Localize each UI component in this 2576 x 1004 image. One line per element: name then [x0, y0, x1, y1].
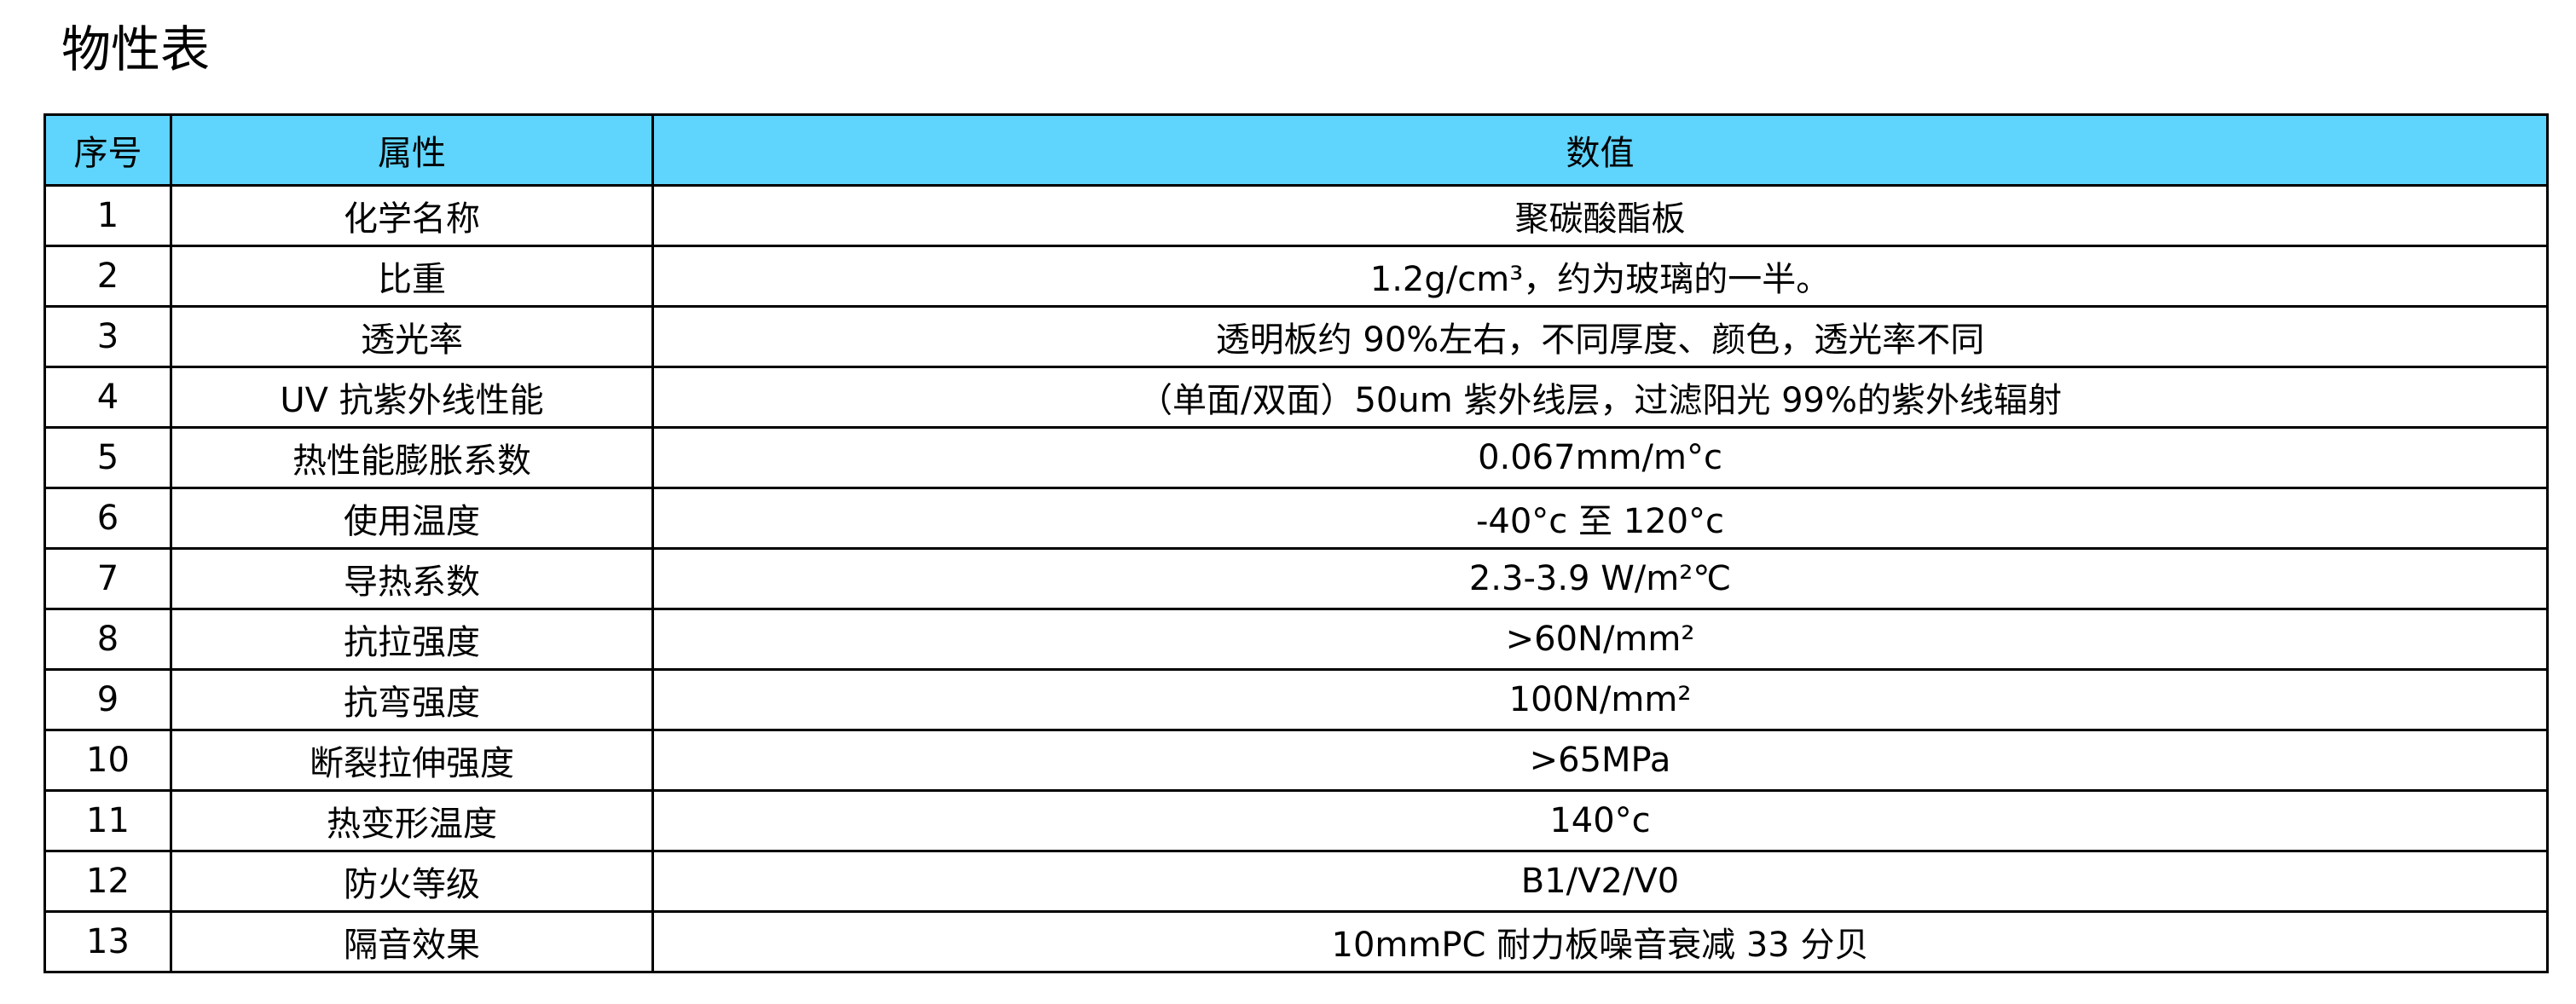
cell-value: 聚碳酸酯板 — [651, 184, 2549, 247]
cell-value: 1.2g/cm³，约为玻璃的一半。 — [651, 245, 2549, 308]
cell-index: 3 — [43, 305, 172, 368]
table-row: 4 UV 抗紫外线性能 （单面/双面）50um 紫外线层，过滤阳光 99%的紫外线辐… — [43, 366, 2549, 429]
cell-value: B1/V2/V0 — [651, 850, 2549, 913]
table-row: 3 透光率 透明板约 90%左右，不同厚度、颜色，透光率不同 — [43, 305, 2549, 368]
cell-index: 9 — [43, 668, 172, 731]
cell-property: 使用温度 — [170, 487, 654, 550]
cell-property: 抗弯强度 — [170, 668, 654, 731]
cell-value: 10mmPC 耐力板噪音衰减 33 分贝 — [651, 910, 2549, 973]
cell-index: 11 — [43, 789, 172, 852]
properties-table: 序号 属性 数值 1 化学名称 聚碳酸酯板 2 比重 1.2g/cm³，约为玻璃的一半。 3… — [43, 113, 2549, 973]
table-row: 8 抗拉强度 >60N/mm² — [43, 608, 2549, 671]
cell-index: 2 — [43, 245, 172, 308]
cell-property: 导热系数 — [170, 547, 654, 610]
cell-property: 热性能膨胀系数 — [170, 426, 654, 489]
cell-property: 断裂拉伸强度 — [170, 729, 654, 792]
cell-property: 防火等级 — [170, 850, 654, 913]
table-row: 12 防火等级 B1/V2/V0 — [43, 850, 2549, 913]
cell-index: 12 — [43, 850, 172, 913]
cell-index: 1 — [43, 184, 172, 247]
cell-value: 0.067mm/m°c — [651, 426, 2549, 489]
table-row: 10 断裂拉伸强度 >65MPa — [43, 729, 2549, 792]
cell-value: 透明板约 90%左右，不同厚度、颜色，透光率不同 — [651, 305, 2549, 368]
cell-property: 热变形温度 — [170, 789, 654, 852]
cell-value: （单面/双面）50um 紫外线层，过滤阳光 99%的紫外线辐射 — [651, 366, 2549, 429]
cell-property: 透光率 — [170, 305, 654, 368]
table-row: 7 导热系数 2.3-3.9 W/m²℃ — [43, 547, 2549, 610]
table-row: 2 比重 1.2g/cm³，约为玻璃的一半。 — [43, 245, 2549, 308]
table-row: 11 热变形温度 140°c — [43, 789, 2549, 852]
cell-value: >60N/mm² — [651, 608, 2549, 671]
page-title: 物性表 — [61, 20, 211, 78]
cell-index: 6 — [43, 487, 172, 550]
cell-property: 比重 — [170, 245, 654, 308]
cell-value: 140°c — [651, 789, 2549, 852]
cell-value: -40°c 至 120°c — [651, 487, 2549, 550]
cell-value: 100N/mm² — [651, 668, 2549, 731]
cell-property: 化学名称 — [170, 184, 654, 247]
table-row: 6 使用温度 -40°c 至 120°c — [43, 487, 2549, 550]
cell-property: 抗拉强度 — [170, 608, 654, 671]
header-property: 属性 — [170, 113, 654, 187]
cell-index: 5 — [43, 426, 172, 489]
header-index: 序号 — [43, 113, 172, 187]
cell-value: 2.3-3.9 W/m²℃ — [651, 547, 2549, 610]
table-row: 5 热性能膨胀系数 0.067mm/m°c — [43, 426, 2549, 489]
cell-index: 8 — [43, 608, 172, 671]
cell-property: UV 抗紫外线性能 — [170, 366, 654, 429]
cell-value: >65MPa — [651, 729, 2549, 792]
table-header-row: 序号 属性 数值 — [43, 113, 2549, 187]
cell-index: 10 — [43, 729, 172, 792]
cell-property: 隔音效果 — [170, 910, 654, 973]
header-value: 数值 — [651, 113, 2549, 187]
cell-index: 7 — [43, 547, 172, 610]
table-row: 13 隔音效果 10mmPC 耐力板噪音衰减 33 分贝 — [43, 910, 2549, 973]
cell-index: 4 — [43, 366, 172, 429]
cell-index: 13 — [43, 910, 172, 973]
table-row: 9 抗弯强度 100N/mm² — [43, 668, 2549, 731]
table-row: 1 化学名称 聚碳酸酯板 — [43, 184, 2549, 247]
